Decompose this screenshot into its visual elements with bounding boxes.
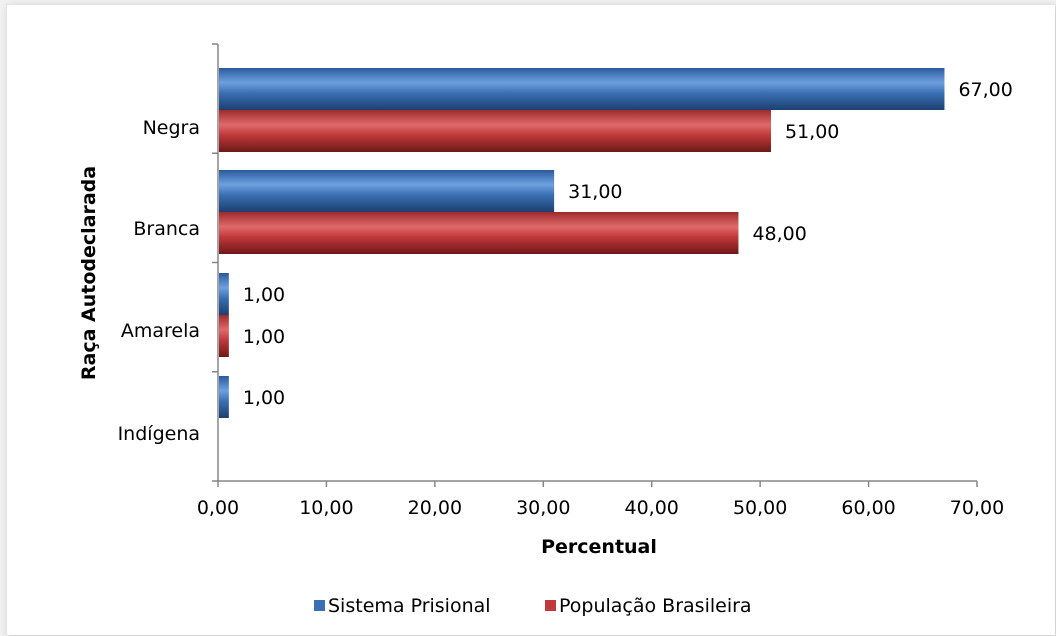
bar	[219, 170, 555, 212]
x-ticks: 0,00 10,00 20,00 30,00 40,00 50,00 60,00 70,00	[197, 481, 1004, 519]
x-tick-label: 30,00	[516, 497, 570, 519]
legend-swatch	[545, 600, 556, 611]
data-label: 51,00	[785, 121, 839, 143]
x-tick-label: 40,00	[625, 497, 679, 519]
x-axis-title: Percentual	[541, 536, 657, 558]
x-tick-label: 50,00	[733, 497, 787, 519]
data-label: 67,00	[958, 79, 1012, 101]
bar	[219, 68, 945, 110]
legend-label: População Brasileira	[559, 595, 752, 617]
data-label: 31,00	[568, 181, 622, 203]
bar	[219, 315, 229, 357]
axes	[212, 43, 977, 482]
bars	[219, 68, 945, 418]
category-labels: Negra Branca Amarela Indígena	[118, 117, 200, 445]
bar	[219, 110, 771, 152]
legend-swatch	[314, 600, 325, 611]
x-tick-label: 10,00	[299, 497, 353, 519]
legend-label: Sistema Prisional	[328, 595, 491, 617]
bar	[219, 273, 229, 315]
legend: Sistema Prisional População Brasileira	[314, 595, 752, 617]
bar	[219, 212, 739, 254]
x-tick-label: 0,00	[197, 497, 239, 519]
x-tick-label: 70,00	[950, 497, 1004, 519]
category-label: Amarela	[121, 320, 200, 342]
data-label: 48,00	[752, 223, 806, 245]
x-tick-label: 60,00	[841, 497, 895, 519]
category-label: Negra	[143, 117, 200, 139]
bar	[219, 376, 229, 418]
category-label: Indígena	[118, 423, 200, 445]
y-axis-title: Raça Autodeclarada	[78, 166, 100, 380]
data-label: 1,00	[243, 326, 285, 348]
data-label: 1,00	[243, 387, 285, 409]
data-labels: 67,00 31,00 1,00 1,00 51,00 48,00 1,00	[243, 79, 1013, 409]
category-label: Branca	[133, 218, 200, 240]
x-tick-label: 20,00	[408, 497, 462, 519]
data-label: 1,00	[243, 284, 285, 306]
